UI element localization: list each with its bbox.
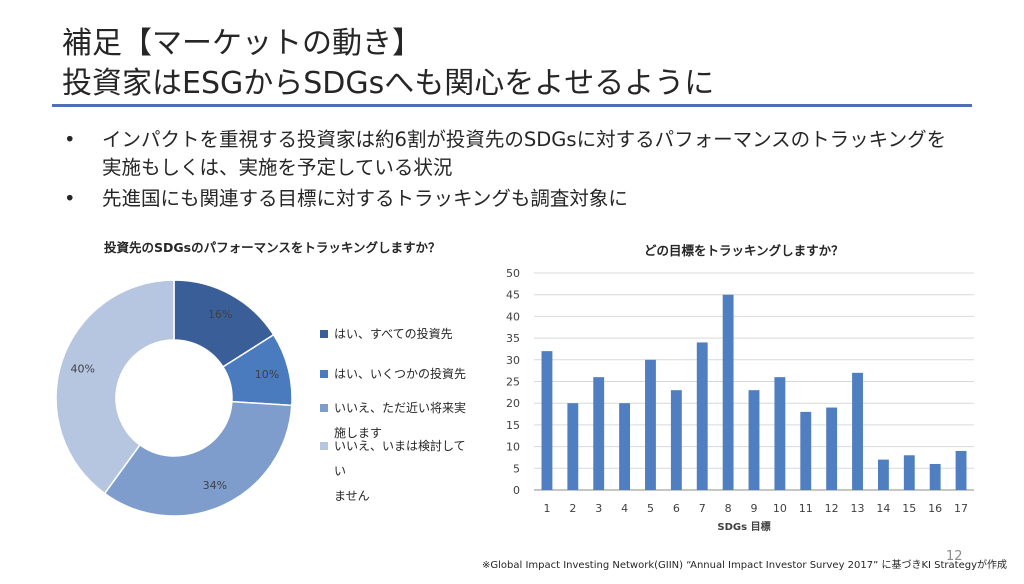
legend-label: はい、すべての投資先	[334, 327, 453, 341]
bullet-text: インパクトを重視する投資家は約6割が投資先のSDGsに対するパフォーマンスのトラ…	[102, 128, 947, 179]
x-tick-label: 4	[621, 502, 628, 515]
slide-title-line1: 補足【マーケットの動き】	[62, 26, 422, 61]
slide-title-line2: 投資家はESGからSDGsへも関心をよせるように	[62, 66, 715, 101]
donut-slice	[103, 400, 293, 517]
slice-label: 16%	[208, 308, 232, 321]
legend-item: はい、すべての投資先	[320, 322, 470, 347]
x-tick-label: 9	[751, 502, 758, 515]
bar	[541, 351, 553, 490]
source-footnote: ※Global Impact Investing Network(GIIN) “…	[482, 560, 1008, 571]
x-tick-label: 16	[928, 502, 942, 515]
bar	[748, 390, 760, 490]
bullet-text: 先進国にも関連する目標に対するトラッキングも調査対象に	[102, 187, 628, 210]
y-tick-label: 10	[506, 441, 520, 454]
x-tick-label: 3	[595, 502, 602, 515]
y-tick-label: 5	[513, 462, 520, 475]
y-tick-label: 15	[506, 419, 520, 432]
legend-swatch	[320, 330, 328, 338]
bar	[670, 390, 682, 490]
bar-chart-title: どの目標をトラッキングしますか？	[644, 243, 844, 258]
legend-item: いいえ、ただ近い将来実 施します	[320, 396, 470, 446]
bar	[645, 359, 656, 490]
y-tick-label: 45	[506, 289, 520, 302]
x-tick-label: 13	[851, 502, 865, 515]
y-tick-label: 20	[506, 397, 520, 410]
legend-item: いいえ、いまは検討してい ません	[320, 434, 470, 509]
bar	[955, 450, 967, 490]
y-tick-label: 40	[506, 310, 520, 323]
bar	[774, 377, 786, 490]
bar	[567, 403, 579, 490]
slice-label: 34%	[203, 479, 227, 492]
x-tick-label: 6	[673, 502, 680, 515]
legend-label: はい、いくつかの投資先	[334, 367, 467, 381]
y-tick-label: 30	[506, 354, 520, 367]
bar	[826, 407, 838, 490]
x-tick-label: 15	[902, 502, 916, 515]
y-tick-label: 35	[506, 332, 520, 345]
slice-label: 10%	[255, 368, 279, 381]
x-tick-label: 11	[799, 502, 813, 515]
bar	[852, 372, 863, 490]
y-tick-label: 25	[506, 376, 520, 389]
x-tick-label: 1	[543, 502, 550, 515]
legend-item: はい、いくつかの投資先	[320, 362, 470, 387]
bar	[877, 459, 889, 490]
bullet-list: • インパクトを重視する投資家は約6割が投資先のSDGsに対するパフォーマンスの…	[64, 126, 964, 216]
legend-label-cont: 施します	[334, 426, 383, 440]
bar	[619, 403, 631, 490]
y-tick-label: 50	[506, 267, 520, 280]
page-number: 12	[946, 549, 963, 564]
x-tick-label: 14	[876, 502, 890, 515]
bar	[929, 463, 941, 490]
x-tick-label: 2	[569, 502, 576, 515]
bullet-dot: •	[64, 187, 76, 210]
pie-chart-title: 投資先のSDGsのパフォーマンスをトラッキングしますか？	[104, 240, 441, 255]
title-divider	[52, 104, 972, 107]
bullet-dot: •	[64, 128, 76, 151]
donut-slice	[55, 279, 175, 495]
bullet-item: • インパクトを重視する投資家は約6割が投資先のSDGsに対するパフォーマンスの…	[64, 126, 964, 182]
donut-chart: 16% 10% 34% 40%	[55, 279, 293, 517]
x-axis-title: SDGs 目標	[717, 520, 770, 533]
y-tick-label: 0	[513, 484, 520, 497]
slice-label: 40%	[70, 362, 94, 375]
bar	[903, 455, 915, 490]
bar	[593, 377, 605, 490]
legend-swatch	[320, 442, 328, 450]
x-tick-label: 17	[954, 502, 968, 515]
bar	[722, 294, 734, 490]
x-tick-label: 7	[699, 502, 706, 515]
legend-swatch	[320, 404, 328, 412]
x-tick-label: 12	[825, 502, 839, 515]
x-tick-label: 10	[773, 502, 787, 515]
legend-label-cont: ません	[334, 489, 370, 503]
legend-swatch	[320, 370, 328, 378]
legend-label: いいえ、いまは検討してい	[334, 439, 466, 478]
x-tick-label: 8	[725, 502, 732, 515]
bar	[800, 411, 812, 490]
legend-label: いいえ、ただ近い将来実	[334, 401, 467, 415]
slide-title: 補足【マーケットの動き】 投資家はESGからSDGsへも関心をよせるように	[62, 24, 714, 104]
bullet-item: • 先進国にも関連する目標に対するトラッキングも調査対象に	[64, 185, 964, 213]
x-tick-label: 5	[647, 502, 654, 515]
bar	[696, 342, 708, 490]
